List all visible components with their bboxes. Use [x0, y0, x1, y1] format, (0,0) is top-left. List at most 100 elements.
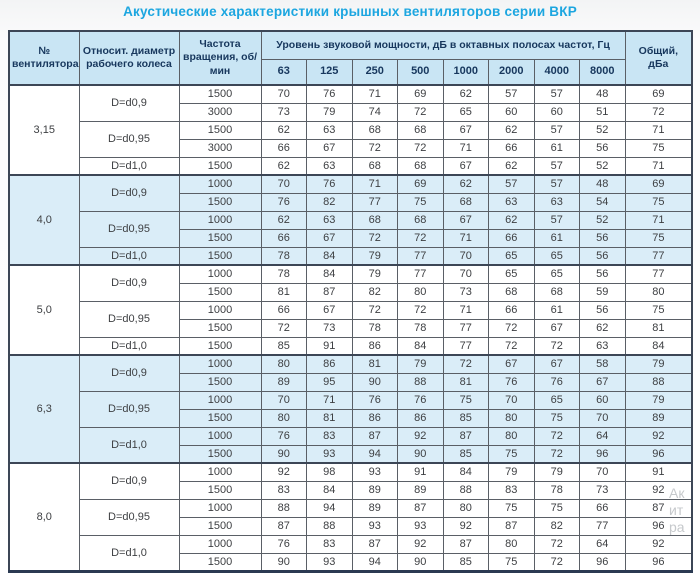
- level-cell: 52: [579, 210, 626, 230]
- total-cell: 80: [624, 282, 693, 302]
- level-cell: 62: [488, 210, 535, 230]
- speed-cell: 1000: [178, 390, 262, 410]
- level-cell: 66: [260, 228, 307, 248]
- level-cell: 62: [488, 156, 535, 176]
- level-cell: 62: [260, 120, 307, 140]
- level-cell: 75: [397, 192, 444, 212]
- level-cell: 72: [397, 102, 444, 122]
- level-cell: 98: [306, 462, 353, 482]
- header-diameter: Относит. диаметр рабочего колеса: [78, 30, 180, 86]
- fan-cell: 4,0: [8, 174, 80, 266]
- level-cell: 73: [260, 102, 307, 122]
- level-cell: 69: [397, 84, 444, 104]
- table-row: 1500 87 88 93 93 92 87 82 77 96: [9, 516, 693, 536]
- table-row: D=d1,0 1000 76 83 87 92 87 80 72 64 92: [9, 534, 693, 572]
- diameter-cell: D=d0,95: [78, 120, 180, 158]
- level-cell: 75: [488, 552, 535, 572]
- level-cell: 76: [260, 534, 307, 554]
- level-cell: 85: [442, 444, 489, 464]
- level-cell: 56: [579, 246, 626, 266]
- level-cell: 90: [260, 444, 307, 464]
- level-cell: 56: [579, 228, 626, 248]
- table-body: 3,15 D=d0,9 1500 70 76 71 69 62 57 57 48 69 3000 73 79…: [8, 84, 693, 572]
- level-cell: 86: [351, 336, 398, 356]
- table-row: D=d1,0 1500 78 84 79 77 70 65 65 56 77: [9, 246, 693, 266]
- diameter-cell: D=d0,95: [78, 390, 180, 428]
- level-cell: 72: [533, 534, 580, 554]
- level-cell: 80: [260, 354, 307, 374]
- level-cell: 77: [442, 318, 489, 338]
- level-cell: 56: [579, 138, 626, 158]
- level-cell: 51: [579, 102, 626, 122]
- level-cell: 70: [260, 390, 307, 410]
- level-cell: 72: [260, 318, 307, 338]
- level-cell: 89: [260, 372, 307, 392]
- table-row: 4,0 D=d0,9 1000 70 76 71 69 62 57 57 48 69: [8, 174, 693, 266]
- header-total: Общий, дБа: [624, 30, 693, 86]
- level-cell: 67: [488, 354, 535, 374]
- total-cell: 92: [624, 480, 693, 500]
- level-cell: 82: [306, 192, 353, 212]
- level-cell: 72: [397, 228, 444, 248]
- level-cell: 96: [579, 444, 626, 464]
- level-cell: 67: [533, 318, 580, 338]
- level-cell: 68: [351, 120, 398, 140]
- level-cell: 75: [488, 444, 535, 464]
- diameter-cell: D=d0,9: [78, 84, 180, 122]
- level-cell: 84: [306, 480, 353, 500]
- level-cell: 85: [260, 336, 307, 356]
- level-cell: 87: [488, 516, 535, 536]
- level-cell: 90: [351, 372, 398, 392]
- level-cell: 94: [351, 444, 398, 464]
- level-cell: 66: [488, 300, 535, 320]
- header-freq-250: 250: [351, 58, 398, 86]
- level-cell: 86: [306, 354, 353, 374]
- total-cell: 69: [624, 84, 693, 104]
- level-cell: 66: [488, 228, 535, 248]
- level-cell: 62: [442, 84, 489, 104]
- level-cell: 48: [579, 174, 626, 194]
- diameter-cell: D=d0,9: [78, 174, 180, 212]
- level-cell: 62: [488, 120, 535, 140]
- level-cell: 90: [397, 552, 444, 572]
- header-freq-125: 125: [306, 58, 353, 86]
- level-cell: 87: [260, 516, 307, 536]
- level-cell: 57: [533, 156, 580, 176]
- level-cell: 79: [351, 246, 398, 266]
- level-cell: 79: [397, 354, 444, 374]
- level-cell: 72: [533, 336, 580, 356]
- total-cell: 96: [624, 516, 693, 536]
- speed-cell: 3000: [178, 102, 262, 122]
- level-cell: 88: [260, 498, 307, 518]
- level-cell: 85: [442, 408, 489, 428]
- total-cell: 79: [624, 390, 693, 410]
- level-cell: 87: [351, 426, 398, 446]
- total-cell: 92: [624, 426, 693, 446]
- level-cell: 65: [442, 102, 489, 122]
- level-cell: 62: [260, 210, 307, 230]
- level-cell: 84: [306, 264, 353, 284]
- level-cell: 83: [488, 480, 535, 500]
- level-cell: 68: [397, 156, 444, 176]
- level-cell: 78: [351, 318, 398, 338]
- level-cell: 58: [579, 354, 626, 374]
- level-cell: 84: [397, 336, 444, 356]
- level-cell: 78: [533, 480, 580, 500]
- level-cell: 88: [397, 372, 444, 392]
- level-cell: 52: [579, 120, 626, 140]
- speed-cell: 1000: [178, 498, 262, 518]
- header-freq-8000: 8000: [579, 58, 626, 86]
- level-cell: 70: [442, 264, 489, 284]
- level-cell: 78: [397, 318, 444, 338]
- level-cell: 72: [533, 552, 580, 572]
- speed-cell: 1500: [178, 516, 262, 536]
- total-cell: 96: [624, 552, 693, 572]
- level-cell: 56: [579, 300, 626, 320]
- level-cell: 82: [351, 282, 398, 302]
- speed-cell: 1500: [178, 120, 262, 140]
- level-cell: 93: [351, 516, 398, 536]
- level-cell: 68: [533, 282, 580, 302]
- table-row: D=d1,0 1500 85 91 86 84 77 72 72 63 84: [9, 336, 693, 356]
- level-cell: 57: [488, 84, 535, 104]
